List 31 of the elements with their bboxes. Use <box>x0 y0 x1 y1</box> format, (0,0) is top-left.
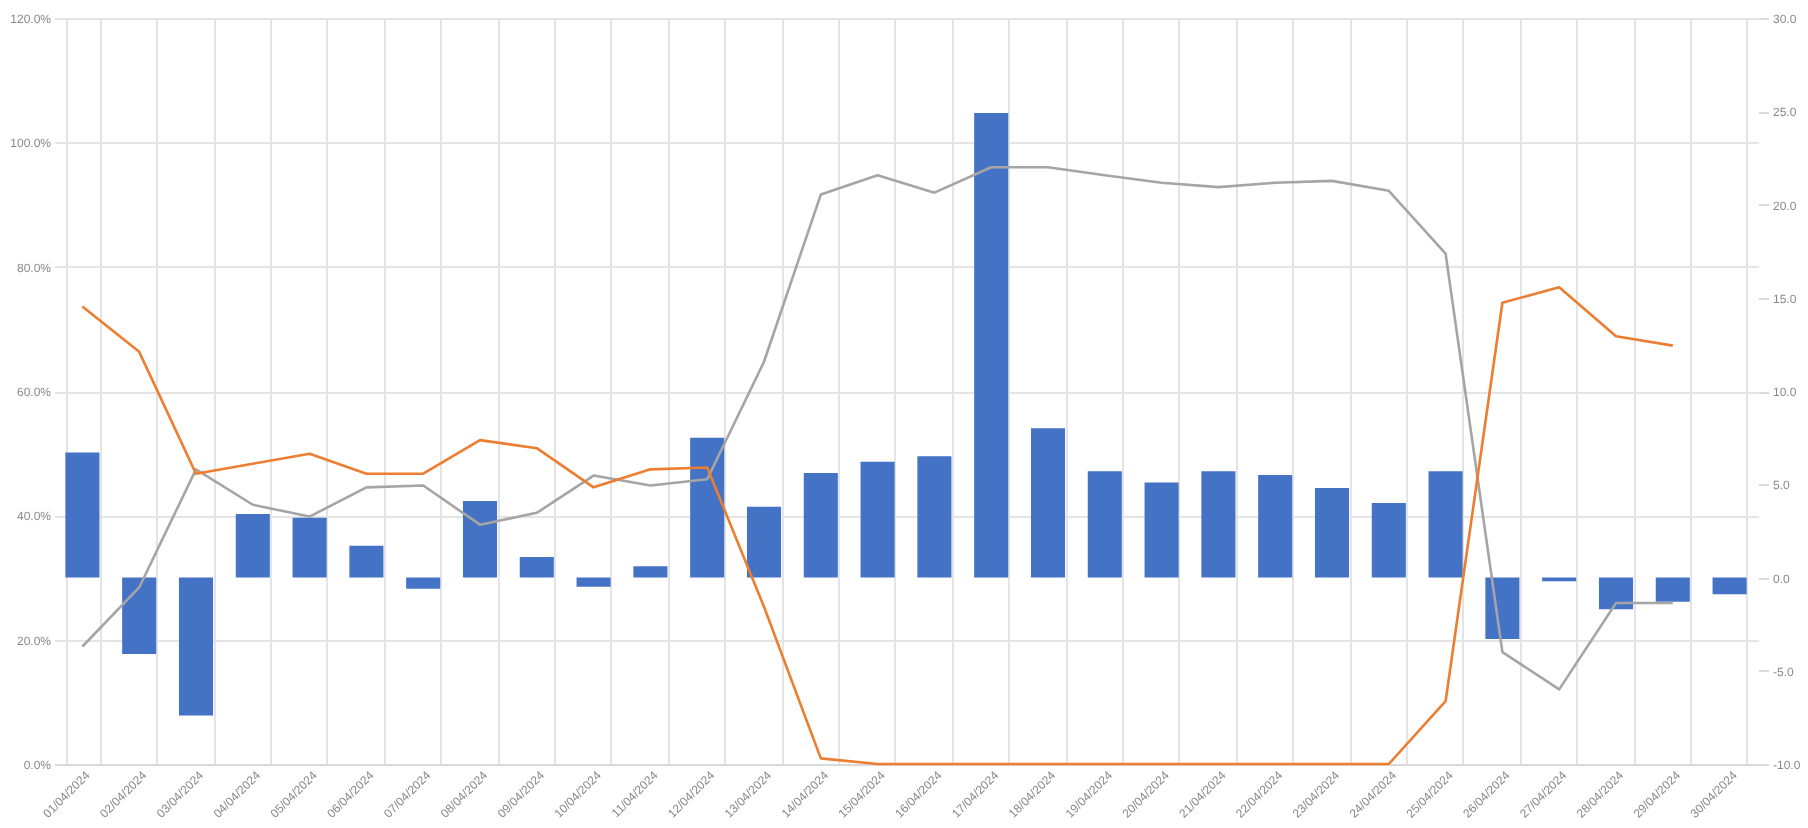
bar <box>860 461 895 578</box>
bar <box>1030 428 1066 578</box>
bar <box>235 514 270 578</box>
bar <box>803 473 838 578</box>
bar <box>406 577 441 589</box>
line-series <box>81 285 1675 766</box>
bar <box>462 501 498 578</box>
bar <box>1258 474 1293 578</box>
bar <box>1712 577 1747 595</box>
bar <box>1428 471 1463 578</box>
bar <box>746 506 782 578</box>
bar <box>519 556 554 578</box>
bar <box>1201 471 1236 578</box>
bar <box>1655 577 1690 602</box>
bar <box>178 577 214 716</box>
bar <box>292 517 327 578</box>
bar <box>1314 487 1350 578</box>
bar <box>633 566 668 578</box>
bar <box>122 577 157 654</box>
line-series <box>81 165 1675 691</box>
bar <box>65 452 100 578</box>
bar <box>1485 577 1520 640</box>
bar <box>974 113 1009 578</box>
bar <box>1087 471 1122 578</box>
bar <box>690 437 725 578</box>
bar <box>1144 482 1179 578</box>
bar <box>1598 577 1634 610</box>
bar <box>349 545 384 578</box>
bar <box>917 456 952 578</box>
bar <box>1371 502 1406 578</box>
bar <box>576 577 611 587</box>
